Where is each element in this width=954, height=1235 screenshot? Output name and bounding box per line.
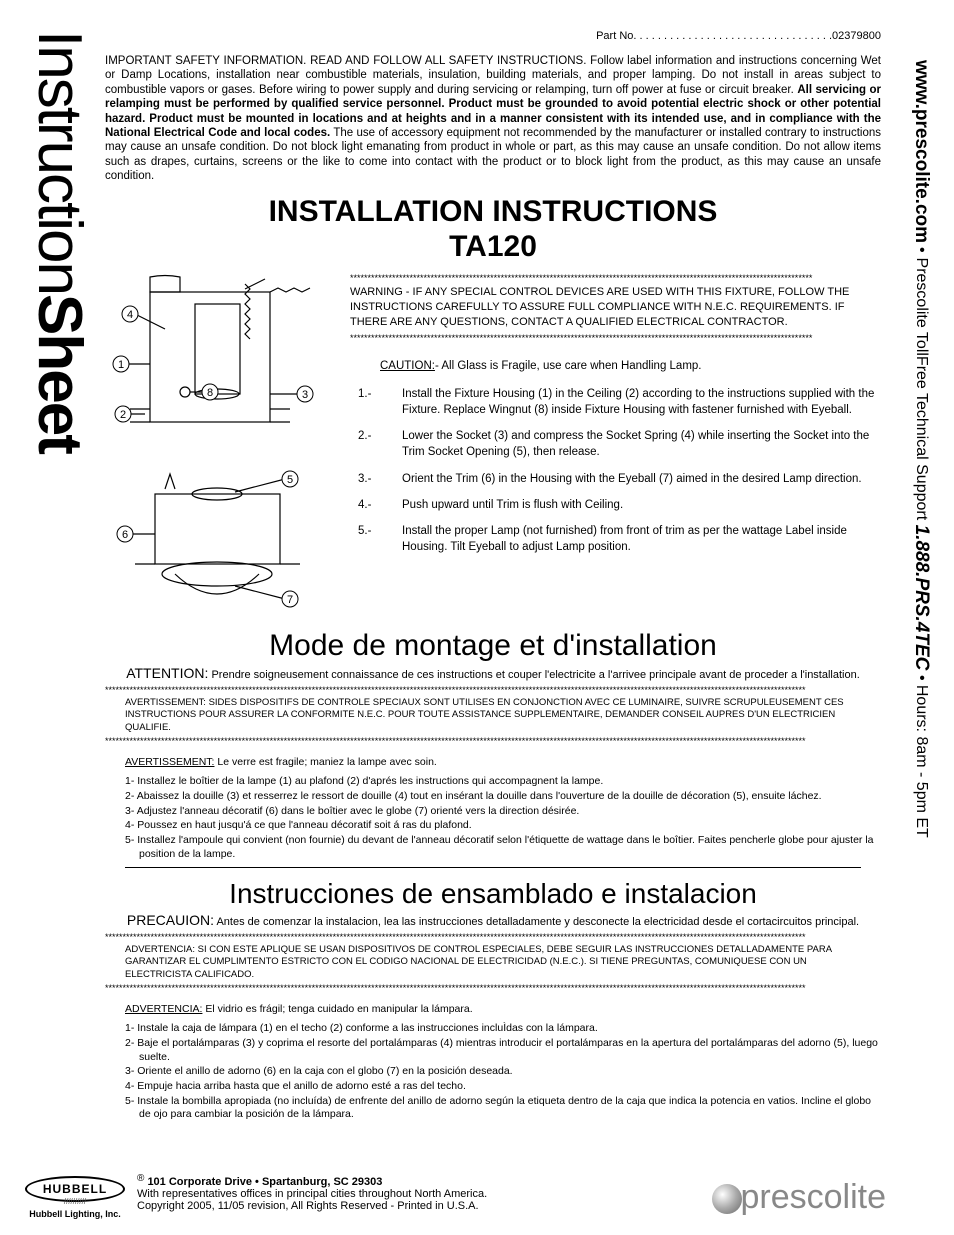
fr-step: 3- Adjustez l'anneau décoratif (6) dans … <box>125 805 881 819</box>
es-step: 1- Instale la caja de lámpara (1) en el … <box>125 1022 881 1036</box>
svg-text:6: 6 <box>122 529 128 541</box>
svg-text:3: 3 <box>302 389 308 401</box>
en-step: 2.- Lower the Socket (3) and compress th… <box>380 428 881 460</box>
vertical-contact-right: www.prescolite.com • Prescolite TollFree… <box>910 60 932 1160</box>
es-step: 4- Empuje hacia arriba hasta que el anil… <box>125 1080 881 1094</box>
es-step: 2- Baje el portalámparas (3) y coprima e… <box>125 1037 881 1064</box>
part-number-line: Part No. . . . . . . . . . . . . . . . .… <box>105 30 881 42</box>
vert-left-b: Sheet <box>25 294 94 453</box>
es-advert: ADVERTENCIA: El vidrio es frágil; tenga … <box>125 1003 881 1017</box>
es-attention: PRECAUION: Antes de comenzar la instalac… <box>105 912 881 928</box>
es-step: 5- Instale la bombilla apropiada (no inc… <box>125 1095 881 1122</box>
svg-text:2: 2 <box>120 409 126 421</box>
vert-tollfree: Prescolite TollFree Technical Support <box>913 258 930 521</box>
dotted-rule: ****************************************… <box>105 685 881 697</box>
es-step: 3- Oriente el anillo de adorno (6) en la… <box>125 1065 881 1079</box>
diagram-figure: 1 2 3 4 5 6 7 8 <box>105 270 330 619</box>
fr-step: 2- Abaissez la douille (3) et resserrez … <box>125 790 881 804</box>
divider <box>125 867 861 868</box>
prescolite-logo: prescolite <box>712 1178 886 1217</box>
dotted-rule: ****************************************… <box>350 272 881 285</box>
fr-warning: AVERTISSEMENT: SIDES DISPOSITIFS DE CONT… <box>105 697 881 734</box>
svg-text:5: 5 <box>287 474 293 486</box>
en-warning: WARNING - IF ANY SPECIAL CONTROL DEVICES… <box>350 285 881 330</box>
en-steps-list: 1.- Install the Fixture Housing (1) in t… <box>350 386 881 555</box>
es-warning: ADVERTENCIA: SI CON ESTE APLIQUE SE USAN… <box>105 944 881 981</box>
en-caution: CAUTION:- All Glass is Fragile, use care… <box>380 358 881 374</box>
fr-title: Mode de montage et d'installation <box>105 629 881 663</box>
svg-text:7: 7 <box>287 594 293 606</box>
svg-text:8: 8 <box>207 387 213 399</box>
svg-text:4: 4 <box>127 309 133 321</box>
fr-advert: AVERTISSEMENT: Le verre est fragile; man… <box>125 756 881 770</box>
dotted-rule: ****************************************… <box>105 736 881 748</box>
sphere-icon <box>712 1184 742 1214</box>
vert-url: www.prescolite.com <box>911 60 932 243</box>
vert-hours: Hours: 8am - 5pm ET <box>913 685 930 838</box>
fr-attention: ATTENTION: Prendre soigneusement connais… <box>105 665 881 681</box>
es-title: Instrucciones de ensamblado e instalacio… <box>105 878 881 910</box>
en-step: 4.- Push upward until Trim is flush with… <box>380 497 881 513</box>
vert-left-a: Instruction <box>25 30 94 294</box>
dotted-rule: ****************************************… <box>105 983 881 995</box>
en-step: 3.- Orient the Trim (6) in the Housing w… <box>380 471 881 487</box>
en-step: 5.- Install the proper Lamp (not furnish… <box>380 523 881 555</box>
fr-step: 1- Installez le boîtier de la lampe (1) … <box>125 775 881 789</box>
svg-text:1: 1 <box>118 359 124 371</box>
es-steps-list: 1- Instale la caja de lámpara (1) en el … <box>105 1022 881 1121</box>
safety-paragraph: IMPORTANT SAFETY INFORMATION. READ AND F… <box>105 54 881 183</box>
fr-steps-list: 1- Installez le boîtier de la lampe (1) … <box>105 775 881 861</box>
hubbell-logo: HUBBELL ////////// Hubbell Lighting, Inc… <box>25 1176 125 1219</box>
dotted-rule: ****************************************… <box>350 332 881 345</box>
fr-step: 4- Poussez en haut jusqu'á ce que l'anne… <box>125 819 881 833</box>
en-step: 1.- Install the Fixture Housing (1) in t… <box>380 386 881 418</box>
dotted-rule: ****************************************… <box>105 932 881 944</box>
vertical-title-left: InstructionSheet <box>28 30 90 453</box>
fr-step: 5- Installez l'ampoule qui convient (non… <box>125 834 881 861</box>
vert-phone: 1.888.PRS.4TEC <box>911 525 932 671</box>
main-title: INSTALLATION INSTRUCTIONS TA120 <box>105 195 881 264</box>
fixture-diagram-svg: 1 2 3 4 5 6 7 8 <box>105 274 330 614</box>
